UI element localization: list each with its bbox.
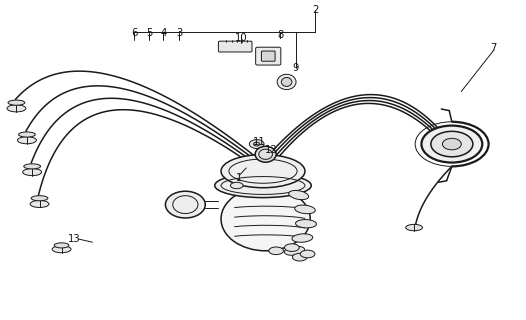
Ellipse shape: [292, 234, 313, 242]
Ellipse shape: [30, 200, 49, 207]
FancyBboxPatch shape: [261, 51, 275, 61]
Ellipse shape: [23, 169, 42, 176]
Ellipse shape: [289, 190, 309, 200]
Ellipse shape: [406, 224, 422, 231]
Ellipse shape: [263, 148, 274, 155]
Ellipse shape: [442, 138, 461, 150]
Ellipse shape: [285, 246, 305, 255]
Text: 12: 12: [265, 146, 277, 156]
Ellipse shape: [52, 246, 71, 253]
Text: 11: 11: [253, 137, 266, 147]
Ellipse shape: [421, 125, 482, 163]
Ellipse shape: [165, 191, 205, 218]
Ellipse shape: [255, 146, 276, 162]
Ellipse shape: [295, 205, 315, 214]
Text: 5: 5: [146, 28, 153, 37]
Ellipse shape: [17, 137, 36, 144]
Ellipse shape: [54, 243, 69, 248]
Ellipse shape: [249, 140, 264, 148]
FancyBboxPatch shape: [218, 41, 252, 52]
Text: 3: 3: [176, 28, 182, 37]
Ellipse shape: [285, 244, 299, 252]
Ellipse shape: [296, 220, 317, 228]
Ellipse shape: [31, 196, 48, 201]
Ellipse shape: [269, 247, 284, 255]
Text: 1: 1: [236, 172, 242, 182]
Text: 6: 6: [132, 28, 138, 37]
Ellipse shape: [221, 155, 305, 188]
Text: 9: 9: [292, 63, 299, 73]
Ellipse shape: [281, 77, 292, 86]
Ellipse shape: [431, 131, 473, 157]
Ellipse shape: [254, 142, 260, 146]
Ellipse shape: [8, 100, 25, 105]
Text: 2: 2: [312, 4, 319, 15]
Ellipse shape: [277, 74, 296, 90]
Ellipse shape: [24, 164, 41, 169]
Text: 13: 13: [68, 234, 80, 244]
Ellipse shape: [7, 105, 26, 112]
Text: 4: 4: [160, 28, 166, 37]
Ellipse shape: [292, 253, 307, 261]
Text: 10: 10: [235, 33, 247, 43]
Ellipse shape: [18, 132, 35, 137]
Text: 7: 7: [491, 43, 497, 53]
Ellipse shape: [215, 173, 311, 197]
Ellipse shape: [221, 187, 310, 251]
Ellipse shape: [230, 182, 243, 189]
FancyBboxPatch shape: [256, 47, 281, 65]
Ellipse shape: [300, 250, 315, 258]
Text: 8: 8: [277, 30, 284, 40]
